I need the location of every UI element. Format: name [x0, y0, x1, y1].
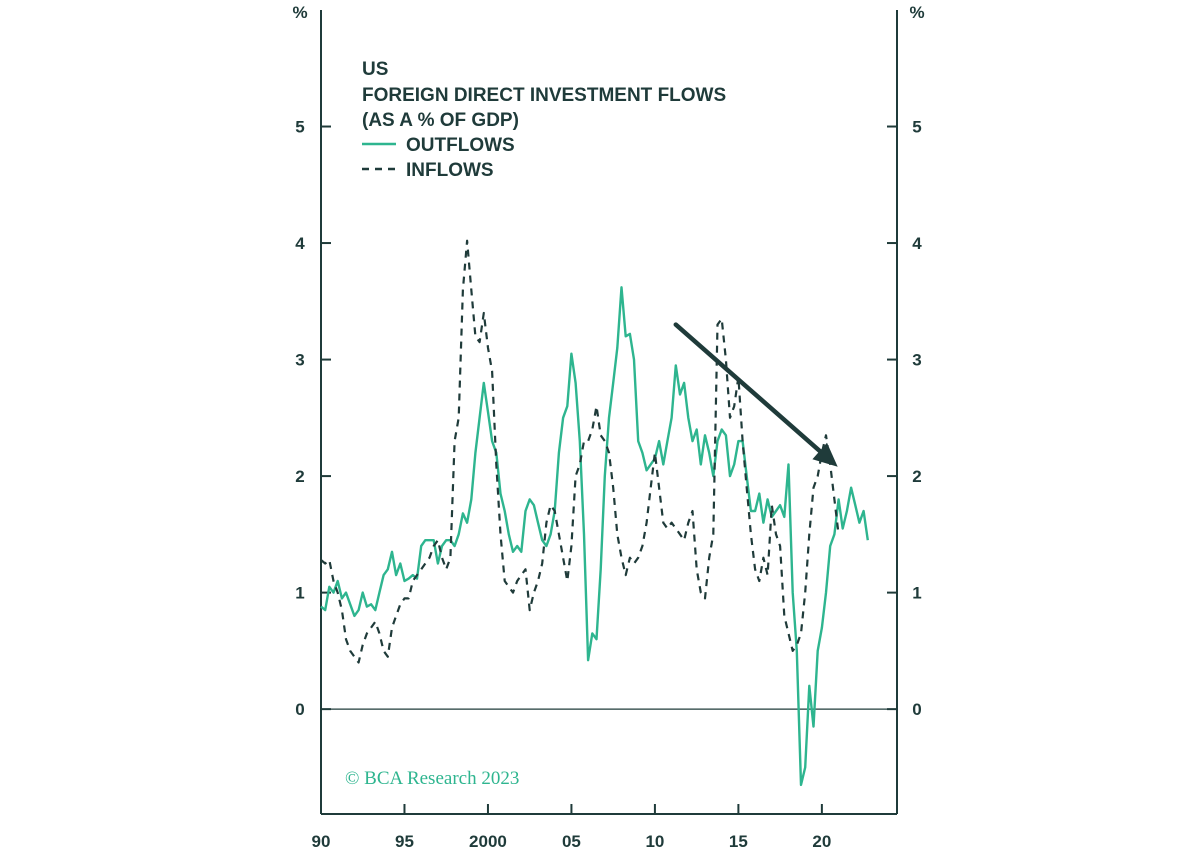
series-group [320, 239, 869, 787]
left-y-tick-label: 1 [295, 584, 304, 603]
chart-title-line-3: (AS A % OF GDP) [362, 110, 519, 131]
x-tick-label: 10 [645, 832, 664, 851]
left-y-tick-label: 4 [295, 234, 305, 253]
chart-title-line-2: FOREIGN DIRECT INVESTMENT FLOWS [362, 85, 726, 106]
trend-arrow-shaft [673, 322, 822, 454]
x-tick-label: 15 [729, 832, 748, 851]
trend-arrow-head [812, 442, 838, 467]
right-unit-label: % [909, 3, 924, 22]
x-tick-label: 20 [812, 832, 831, 851]
left-y-tick-label: 0 [295, 700, 304, 719]
series-line-outflows [320, 286, 869, 787]
left-unit-label: % [292, 3, 307, 22]
source-label: © BCA Research 2023 [345, 768, 519, 789]
right-y-tick-label: 0 [912, 700, 921, 719]
x-tick-label: 90 [312, 832, 331, 851]
left-y-tick-label: 3 [295, 351, 304, 370]
right-y-tick-label: 5 [912, 118, 921, 137]
left-y-tick-label: 5 [295, 118, 304, 137]
x-tick-label: 95 [395, 832, 414, 851]
left-y-tick-label: 2 [295, 467, 304, 486]
right-y-tick-label: 3 [912, 351, 921, 370]
right-y-tick-label: 1 [912, 584, 921, 603]
tick-group: 0 0 1 1 2 2 3 3 4 4 5 5 90 95 2000 05 10 15 20 [295, 118, 922, 851]
legend-inflows-label: INFLOWS [406, 160, 494, 181]
right-y-tick-label: 2 [912, 467, 921, 486]
x-tick-label: 2000 [469, 832, 507, 851]
x-tick-label: 05 [562, 832, 581, 851]
chart-title-line-1: US [362, 59, 388, 80]
legend-outflows-label: OUTFLOWS [406, 135, 515, 156]
right-y-tick-label: 4 [912, 234, 922, 253]
series-line-inflows [320, 239, 840, 664]
